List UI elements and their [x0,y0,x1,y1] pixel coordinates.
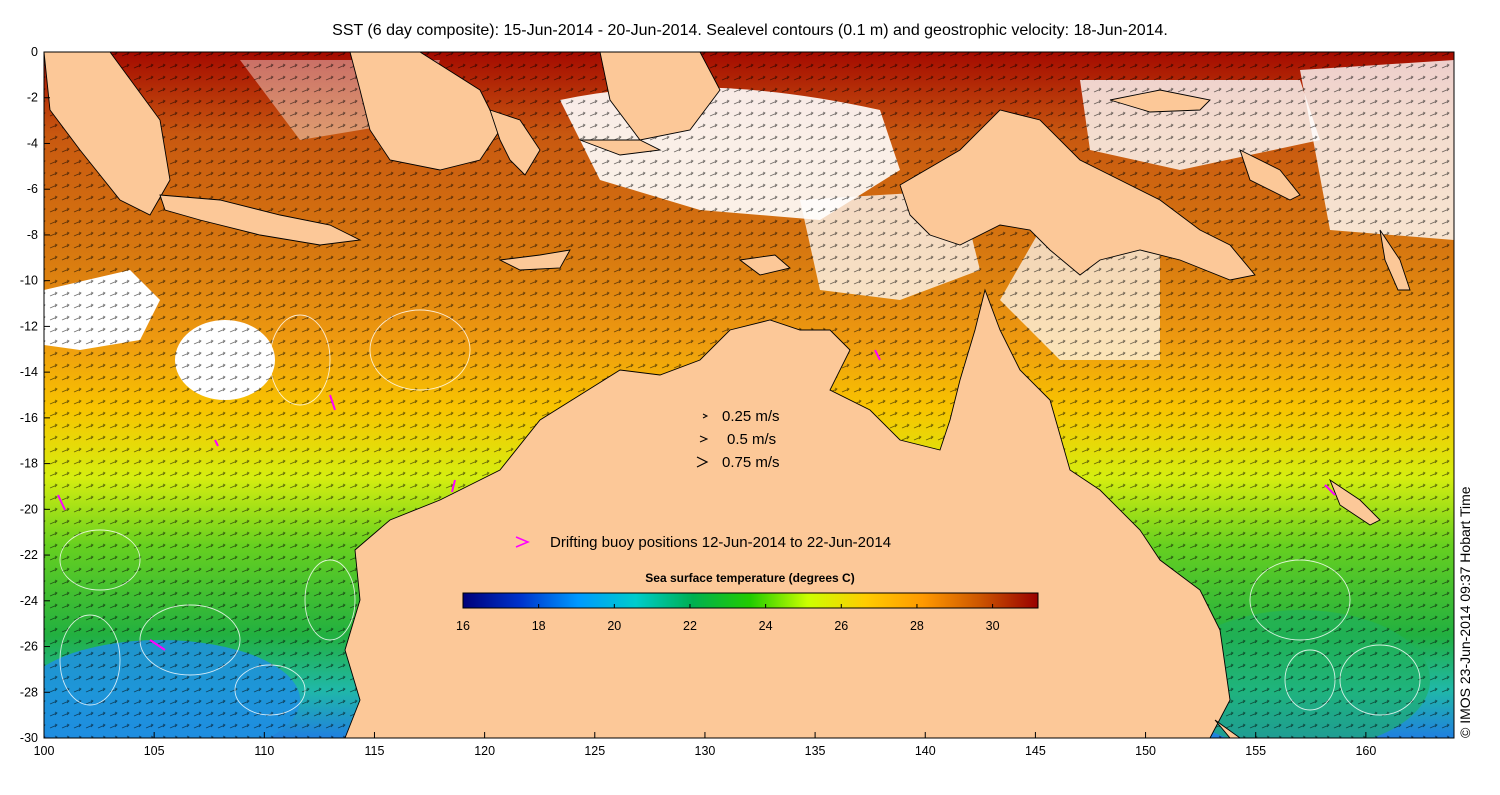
tasmania-coast-hint [1214,719,1241,738]
new-britain [1109,89,1211,113]
colorbar-ramp [462,592,1039,609]
velocity-arrow-icon [702,413,709,419]
y-tick-label: -2 [27,91,38,105]
colorbar-tick-label: 24 [759,619,773,633]
colorbar-tick-label: 20 [607,619,621,633]
x-tick-label: 115 [365,744,385,758]
land-masses [44,52,1411,738]
y-tick-label: -30 [20,731,38,745]
x-tick-label: 125 [584,744,605,758]
vanuatu [1379,229,1411,291]
x-tick-label: 100 [34,744,55,758]
colorbar-tick-label: 26 [834,619,848,633]
map-title: SST (6 day composite): 15-Jun-2014 - 20-… [332,22,1168,39]
velocity-legend-label: 0.75 m/s [722,454,780,471]
latitude-axis: 0 -2 -4 -6 -8 -10 -12 -14 -16 -18 -20 -22 -24 -26 -28 -… [20,45,50,745]
melville-island [738,254,791,276]
java [159,194,362,246]
longitude-axis: 100 105 110 115 120 125 130 135 140 145 150 155 160 [34,732,1376,758]
y-tick-label: -26 [20,640,38,654]
velocity-legend: 0.25 m/s 0.5 m/s 0.75 m/s [696,408,780,471]
borneo [349,52,501,171]
timor [498,249,571,271]
y-tick-label: -16 [20,411,38,425]
y-tick-label: -6 [27,182,38,196]
velocity-legend-row: 0.5 m/s [699,431,776,448]
buoy-legend: Drifting buoy positions 12-Jun-2014 to 2… [515,534,891,551]
x-tick-label: 150 [1135,744,1156,758]
y-tick-label: -12 [20,319,38,333]
y-tick-label: -22 [20,548,38,562]
australia [344,288,1231,738]
velocity-arrow-icon [696,456,709,468]
sealevel-contours [59,309,1421,716]
seram [579,139,662,156]
colorbar-tick-label: 16 [456,619,470,633]
x-tick-label: 140 [915,744,936,758]
y-tick-label: -18 [20,457,38,471]
y-tick-label: -14 [20,365,38,379]
x-tick-label: 120 [474,744,495,758]
y-tick-label: -10 [20,274,38,288]
x-tick-label: 130 [695,744,716,758]
map-frame [43,51,1455,739]
credit-text: © IMOS 23-Jun-2014 09:37 Hobart Time [1457,486,1473,738]
x-tick-label: 160 [1355,744,1376,758]
new-guinea [899,109,1256,281]
colorbar-tick-label: 30 [986,619,1000,633]
y-tick-label: -24 [20,594,38,608]
velocity-arrow-icon [699,435,709,443]
velocity-legend-label: 0.25 m/s [722,408,780,425]
colorbar: Sea surface temperature (degrees C) 16 18… [456,571,1039,633]
colorbar-tick-label: 22 [683,619,697,633]
colorbar-tick-label: 18 [532,619,546,633]
velocity-legend-row: 0.75 m/s [696,454,780,471]
colorbar-tick-label: 28 [910,619,924,633]
solomon-islands [1239,149,1301,201]
x-tick-label: 145 [1025,744,1046,758]
new-caledonia [1329,478,1381,526]
y-tick-label: -28 [20,685,38,699]
halmahera-region [599,52,721,141]
y-tick-label: -8 [27,228,38,242]
x-tick-label: 105 [144,744,165,758]
y-tick-label: -4 [27,136,38,150]
colorbar-title: Sea surface temperature (degrees C) [645,571,854,585]
x-tick-label: 110 [254,744,274,758]
y-tick-label: 0 [31,45,38,59]
y-tick-label: -20 [20,502,38,516]
buoy-tracks [57,349,1336,651]
sumatra [44,52,171,216]
x-tick-label: 155 [1245,744,1266,758]
velocity-legend-label: 0.5 m/s [727,431,776,448]
velocity-legend-row: 0.25 m/s [702,408,780,425]
colorbar-ticks: 16 18 20 22 24 26 28 30 [456,604,1000,633]
buoy-legend-label: Drifting buoy positions 12-Jun-2014 to 2… [550,534,891,551]
buoy-arrow-icon [515,536,530,548]
sulawesi [489,109,541,176]
x-tick-label: 135 [805,744,826,758]
